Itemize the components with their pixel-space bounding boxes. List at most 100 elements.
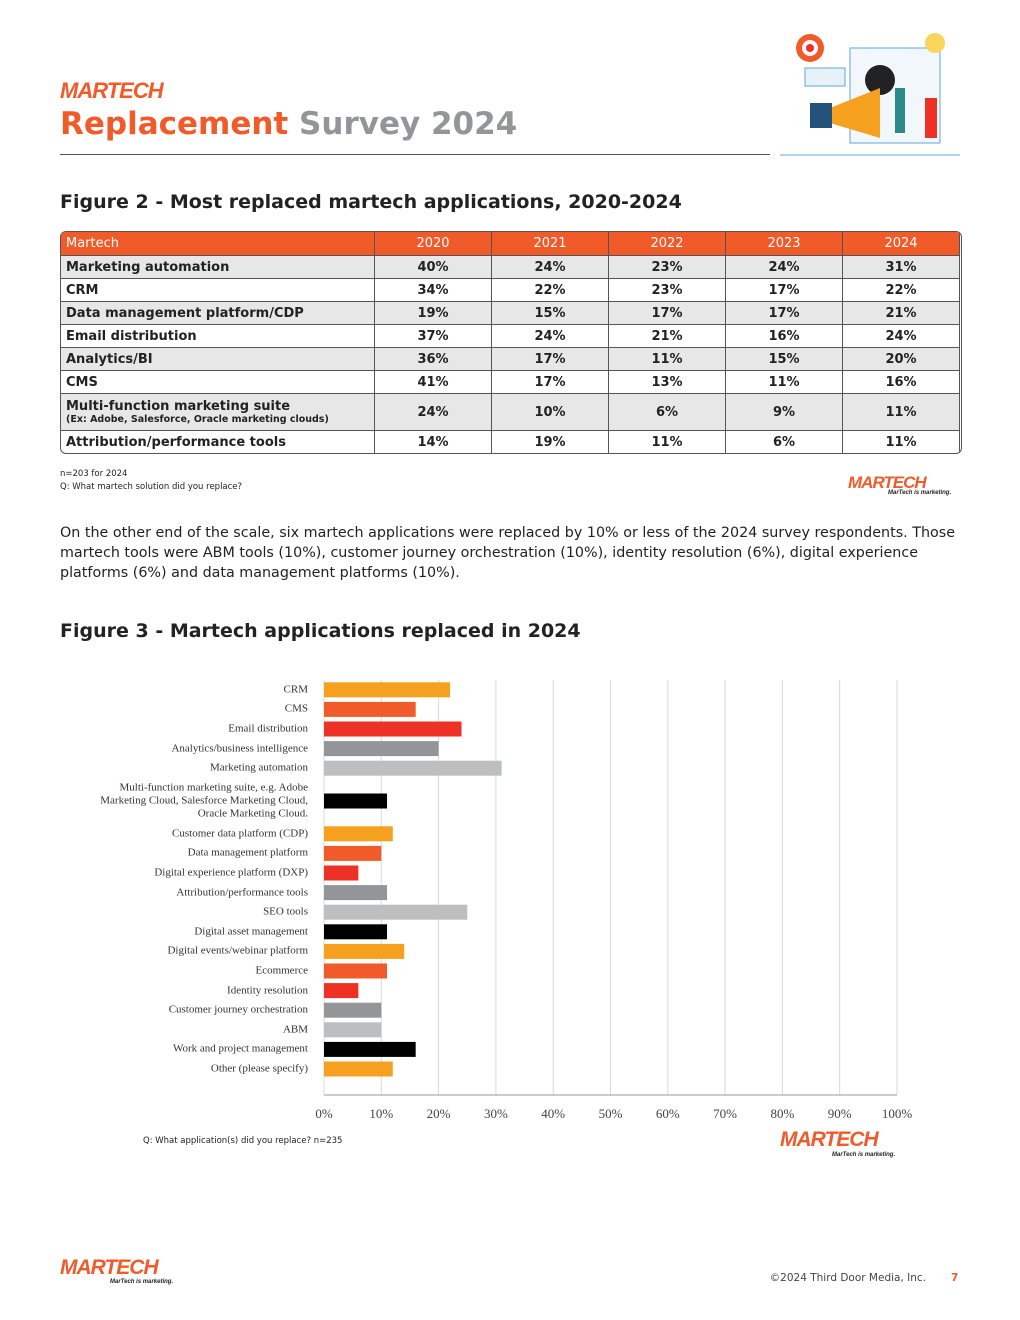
bar bbox=[324, 845, 382, 861]
cell: 6% bbox=[608, 393, 726, 431]
cell: 24% bbox=[842, 324, 960, 348]
cell: 34% bbox=[374, 278, 492, 302]
header-cell: 2024 bbox=[842, 232, 960, 256]
row-label-text: Data management platform/CDP bbox=[66, 305, 304, 321]
cell: 17% bbox=[725, 278, 843, 302]
header-cell: 2022 bbox=[608, 232, 726, 256]
cell: 10% bbox=[491, 393, 609, 431]
row-label: Data management platform/CDP bbox=[61, 301, 375, 325]
x-tick-label: 20% bbox=[427, 1106, 451, 1121]
copyright: ©2024 Third Door Media, Inc. bbox=[769, 1272, 926, 1284]
bar bbox=[324, 1002, 382, 1018]
illustration bbox=[780, 33, 960, 156]
bar bbox=[324, 865, 359, 881]
cell: 21% bbox=[842, 301, 960, 325]
category-label: ABM bbox=[282, 1023, 308, 1036]
category-label: Email distribution bbox=[228, 722, 308, 735]
cell: 24% bbox=[491, 255, 609, 279]
cell: 24% bbox=[491, 324, 609, 348]
category-label: Customer data platform (CDP) bbox=[172, 827, 308, 840]
x-tick-label: 50% bbox=[599, 1106, 623, 1121]
cell: 22% bbox=[491, 278, 609, 302]
cell: 11% bbox=[725, 370, 843, 394]
cell: 11% bbox=[842, 430, 960, 453]
category-label: Multi-function marketing suite, e.g. Ado… bbox=[100, 781, 308, 820]
row: Analytics/BI 36% 17% 11% 15% 20% bbox=[61, 347, 960, 371]
row-label: CMS bbox=[61, 370, 375, 394]
cell: 11% bbox=[608, 347, 726, 371]
figure-title: Figure 2 - Most replaced martech applica… bbox=[60, 191, 682, 213]
bar bbox=[324, 741, 439, 757]
x-tick-label: 90% bbox=[828, 1106, 852, 1121]
category-label: Identity resolution bbox=[227, 984, 308, 997]
title-a: Replacement bbox=[60, 106, 289, 142]
cell: 15% bbox=[491, 301, 609, 325]
logo-tagline: MarTech is marketing. bbox=[888, 490, 952, 496]
row-label: Multi-function marketing suite (Ex: Adobe… bbox=[61, 393, 375, 431]
logo: MARTECH bbox=[780, 1128, 879, 1151]
bar bbox=[324, 760, 502, 776]
cell: 31% bbox=[842, 255, 960, 279]
row-label-note: (Ex: Adobe, Salesforce, Oracle marketing… bbox=[66, 414, 329, 425]
paragraph: On the other end of the scale, six marte… bbox=[60, 525, 956, 581]
row: Email distribution 37% 24% 21% 16% 24% bbox=[61, 324, 960, 348]
table-note: n=203 for 2024 bbox=[60, 469, 128, 479]
row-label-text: CRM bbox=[66, 282, 99, 298]
category-label: Work and project management bbox=[172, 1042, 308, 1055]
row: CMS 41% 17% 13% 11% 16% bbox=[61, 370, 960, 394]
cell: 40% bbox=[374, 255, 492, 279]
table-frame: Martech 2020 2021 2022 2023 2024 Marketing aut… bbox=[60, 231, 962, 454]
row: Data management platform/CDP 19% 15% 17% 17%… bbox=[61, 301, 960, 325]
logo-tagline: MarTech is marketing. bbox=[110, 1279, 174, 1285]
category-label: SEO tools bbox=[263, 905, 308, 918]
cell: 19% bbox=[491, 430, 609, 453]
category-label: Marketing automation bbox=[209, 761, 308, 774]
row-label-text: Analytics/BI bbox=[66, 351, 153, 367]
cell: 6% bbox=[725, 430, 843, 453]
cell: 16% bbox=[725, 324, 843, 348]
bar bbox=[324, 682, 451, 698]
cell: 22% bbox=[842, 278, 960, 302]
bar bbox=[324, 701, 416, 717]
cell: 17% bbox=[608, 301, 726, 325]
rule bbox=[60, 154, 770, 155]
cell: 13% bbox=[608, 370, 726, 394]
title-b: Survey 2024 bbox=[299, 106, 518, 142]
cell: 20% bbox=[842, 347, 960, 371]
bar bbox=[324, 904, 468, 920]
bar bbox=[324, 885, 388, 901]
bar bbox=[324, 1041, 416, 1057]
category-label: Data management platform bbox=[187, 846, 308, 859]
cell: 41% bbox=[374, 370, 492, 394]
row-label-text: Email distribution bbox=[66, 328, 197, 344]
table: Martech 2020 2021 2022 2023 2024 Marketing aut… bbox=[61, 232, 960, 453]
cell: 24% bbox=[374, 393, 492, 431]
cell: 11% bbox=[608, 430, 726, 453]
header-row: Martech 2020 2021 2022 2023 2024 bbox=[61, 232, 960, 256]
row: Marketing automation 40% 24% 23% 24% 31% bbox=[61, 255, 960, 279]
row: Multi-function marketing suite (Ex: Adobe… bbox=[61, 393, 960, 431]
cell: 16% bbox=[842, 370, 960, 394]
cell: 15% bbox=[725, 347, 843, 371]
x-tick-label: 60% bbox=[656, 1106, 680, 1121]
category-label: Ecommerce bbox=[255, 964, 308, 977]
x-tick-label: 100% bbox=[882, 1106, 913, 1121]
x-tick-label: 70% bbox=[713, 1106, 737, 1121]
bar bbox=[324, 924, 388, 940]
header-cell: 2021 bbox=[491, 232, 609, 256]
cell: 23% bbox=[608, 255, 726, 279]
cell: 23% bbox=[608, 278, 726, 302]
cell: 19% bbox=[374, 301, 492, 325]
x-tick-label: 40% bbox=[541, 1106, 565, 1121]
cell: 9% bbox=[725, 393, 843, 431]
row: CRM 34% 22% 23% 17% 22% bbox=[61, 278, 960, 302]
row-label: Attribution/performance tools bbox=[61, 430, 375, 453]
category-label: Digital events/webinar platform bbox=[167, 944, 308, 957]
x-tick-label: 80% bbox=[770, 1106, 794, 1121]
bar bbox=[324, 1061, 393, 1077]
bar bbox=[324, 983, 359, 999]
row-label-text: Marketing automation bbox=[66, 259, 230, 275]
bar bbox=[324, 963, 388, 979]
cell: 37% bbox=[374, 324, 492, 348]
